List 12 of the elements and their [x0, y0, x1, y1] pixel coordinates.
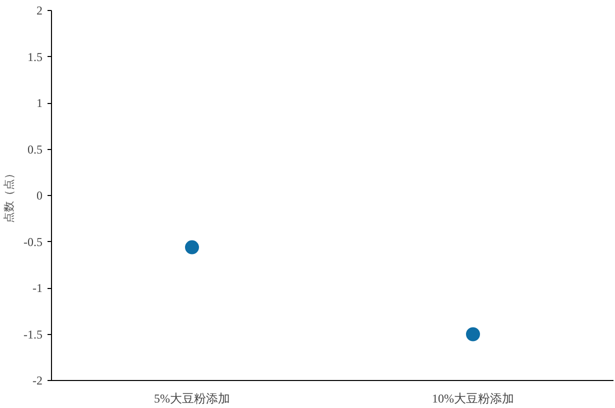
y-tick-label: -1.5	[24, 327, 43, 342]
y-tick-label: 1	[36, 96, 42, 110]
y-tick-label: 2	[36, 4, 42, 18]
x-tick-label: 5%大豆粉添加	[154, 392, 230, 406]
y-axis-title: 点数（点）	[2, 168, 16, 223]
y-tick-label: -1	[32, 281, 43, 295]
y-tick-label: -2	[32, 374, 43, 388]
y-tick-label: -0.5	[24, 234, 43, 249]
x-tick-label: 10%大豆粉添加	[432, 392, 514, 406]
y-tick-label: 0.5	[28, 142, 42, 156]
y-tick-label: 0	[36, 188, 42, 202]
y-tick-label: 1.5	[28, 50, 42, 64]
